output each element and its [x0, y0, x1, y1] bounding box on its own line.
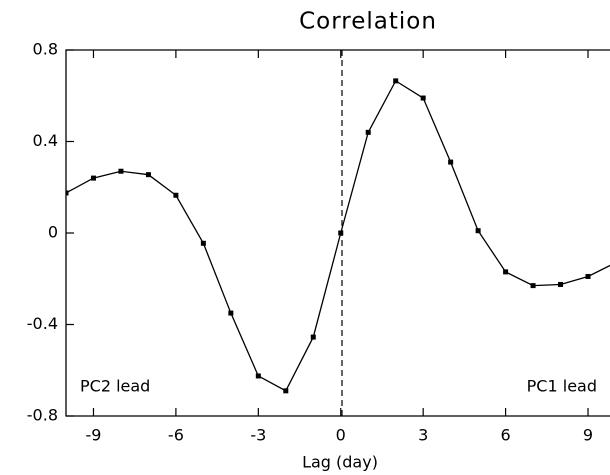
- y-tick-label: 0.4: [33, 131, 58, 150]
- plot-area: [66, 78, 610, 394]
- x-tick-label: 9: [583, 426, 593, 445]
- x-tick-label: -9: [85, 426, 101, 445]
- data-point: [118, 168, 124, 174]
- x-tick-label: -3: [250, 426, 266, 445]
- x-tick-label: 0: [336, 426, 346, 445]
- data-point: [173, 192, 179, 198]
- data-point: [393, 78, 399, 84]
- data-point: [310, 334, 316, 340]
- data-point: [228, 310, 234, 316]
- data-point: [145, 172, 151, 178]
- data-point: [200, 240, 206, 246]
- data-point: [66, 190, 69, 196]
- x-tick-label: -6: [168, 426, 184, 445]
- y-tick-label: -0.8: [27, 406, 58, 425]
- data-point: [530, 283, 536, 289]
- data-point: [255, 373, 261, 379]
- data-point: [365, 129, 371, 135]
- plot-frame: [65, 49, 610, 417]
- y-tick-label: 0.8: [33, 40, 58, 59]
- data-point: [448, 159, 454, 165]
- data-point: [338, 230, 344, 236]
- y-tick-label: 0: [48, 223, 58, 242]
- data-point: [475, 228, 481, 234]
- x-tick-label: 3: [418, 426, 428, 445]
- data-point: [503, 269, 509, 275]
- data-point: [90, 175, 96, 181]
- x-tick-label: 6: [501, 426, 511, 445]
- data-point: [283, 388, 289, 394]
- annotation: PC2 lead: [80, 377, 150, 396]
- annotation: PC1 lead: [527, 377, 597, 396]
- x-axis-label: Lag (day): [302, 453, 378, 472]
- data-point: [558, 281, 564, 287]
- chart-title: Correlation: [299, 9, 437, 35]
- data-line: [66, 79, 610, 392]
- data-point: [420, 95, 426, 101]
- y-tick-label: -0.4: [27, 314, 58, 333]
- data-point: [585, 273, 591, 279]
